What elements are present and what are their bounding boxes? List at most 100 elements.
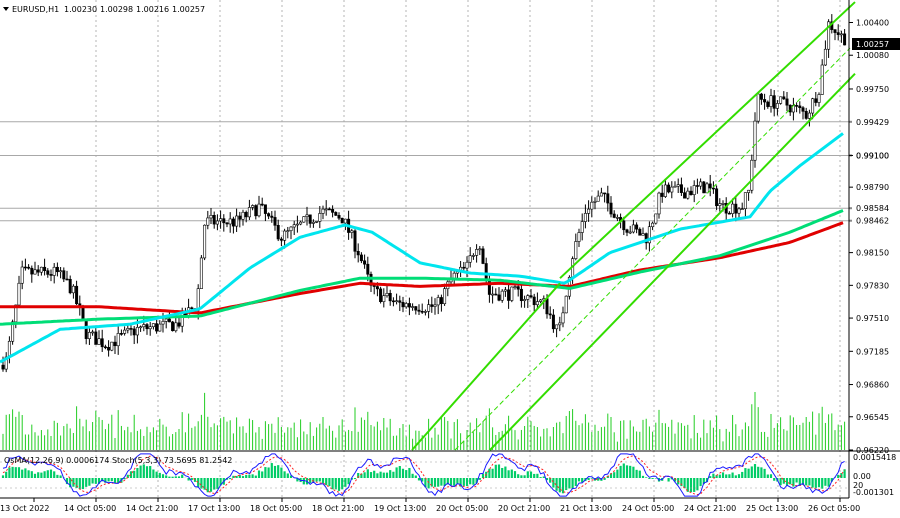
osma-bar: [789, 478, 792, 485]
osma-bar: [334, 478, 337, 490]
time-axis-label: 18 Oct 21:00: [312, 504, 364, 513]
price-tick-label: 0.97510: [856, 314, 889, 323]
oscillator-subwindow[interactable]: [0, 453, 849, 497]
volume-bars: [2, 392, 846, 450]
candle-body: [14, 304, 18, 323]
candle-body: [199, 257, 203, 289]
osma-bar: [494, 464, 497, 478]
candle-body: [129, 328, 133, 330]
candle-body: [727, 212, 731, 215]
candle-body: [353, 230, 357, 252]
osma-bar: [318, 478, 321, 482]
osma-bar: [597, 478, 600, 481]
candle-body: [718, 203, 722, 206]
candle-body: [673, 185, 677, 188]
osma-bar: [645, 477, 648, 478]
osma-bar: [478, 478, 481, 480]
candle-body: [270, 215, 274, 218]
ohlc-high: 1.00298: [100, 5, 133, 14]
price-axis-ticks: 1.00400 1.00080 0.99750 0.99100 0.98790 0.981…: [849, 19, 889, 455]
candle-body: [644, 233, 648, 244]
candle-body: [660, 192, 664, 197]
osma-bar: [347, 478, 350, 485]
osma-bar: [142, 464, 145, 478]
candle-body: [52, 266, 56, 276]
candle-body: [62, 270, 66, 280]
candle-body: [519, 288, 523, 302]
osma-bar: [814, 478, 817, 489]
price-level-label: 0.99100: [856, 151, 889, 160]
candle-body: [647, 226, 651, 244]
candle-body: [414, 306, 418, 311]
candle-body: [631, 224, 635, 233]
osma-bar: [190, 478, 193, 481]
symbol-dropdown-icon[interactable]: [3, 7, 9, 11]
osma-bar: [795, 478, 798, 483]
osma-bar: [613, 472, 616, 478]
osma-bar: [53, 471, 56, 478]
osma-bar: [17, 467, 21, 478]
candle-body: [430, 304, 434, 307]
price-tick-label: 1.00080: [856, 51, 889, 60]
osma-bar: [145, 466, 149, 478]
osma-bar: [840, 473, 843, 478]
osma-bar: [773, 478, 776, 481]
time-axis: 13 Oct 2022 14 Oct 05:00 14 Oct 21:00 17 Oc…: [0, 498, 860, 513]
candle-body: [763, 99, 767, 103]
candle-body: [302, 216, 306, 223]
candle-body: [535, 301, 539, 306]
candle-body: [564, 295, 568, 314]
osma-bar: [430, 478, 433, 487]
candle-body: [7, 340, 11, 358]
current-price-tag: [852, 38, 900, 50]
osma-bar: [104, 478, 107, 483]
candle-body: [366, 263, 370, 275]
osma-bar: [395, 467, 398, 478]
ma-fast-line: [0, 132, 844, 364]
candle-body: [91, 331, 95, 334]
candle-body: [839, 33, 843, 36]
symbol-label[interactable]: EURUSD,H1: [12, 5, 59, 14]
candle-body: [404, 303, 408, 308]
osma-bar: [462, 478, 465, 486]
osma-bar: [379, 471, 382, 478]
regression-channel[interactable]: [411, 1, 856, 451]
candle-body: [827, 21, 831, 50]
channel-middle-line: [454, 47, 851, 451]
candle-body: [686, 190, 690, 199]
osma-bar: [213, 478, 216, 490]
candle-body: [292, 224, 296, 228]
candle-body: [545, 298, 549, 315]
osma-bar: [465, 478, 469, 487]
price-tick-label: 0.96545: [856, 413, 889, 422]
osma-bar: [75, 478, 78, 488]
osma-bar: [216, 478, 219, 489]
osma-bar: [440, 478, 443, 486]
osma-bar: [315, 478, 318, 482]
time-axis-label: 24 Oct 21:00: [684, 504, 736, 513]
candle-body: [398, 300, 402, 303]
candle-body: [212, 215, 216, 225]
osma-bar: [517, 474, 520, 478]
candle-body: [81, 307, 85, 320]
osma-bar: [251, 474, 254, 478]
candle-body: [580, 221, 584, 233]
candle-body: [59, 270, 63, 273]
osma-bar: [59, 475, 62, 478]
osma-bar: [590, 478, 593, 479]
osma-bar: [113, 478, 117, 484]
candle-body: [775, 103, 779, 109]
candle-body: [635, 224, 639, 230]
osma-bar: [750, 466, 753, 478]
osma-bar: [712, 473, 715, 478]
candle-body: [695, 185, 699, 187]
osma-bar: [257, 470, 261, 478]
candle-body: [801, 107, 805, 112]
candle-body: [203, 224, 207, 259]
candle-body: [574, 241, 578, 259]
osma-bar: [264, 467, 267, 478]
osma-bar: [513, 471, 517, 478]
osma-bar: [699, 478, 702, 487]
